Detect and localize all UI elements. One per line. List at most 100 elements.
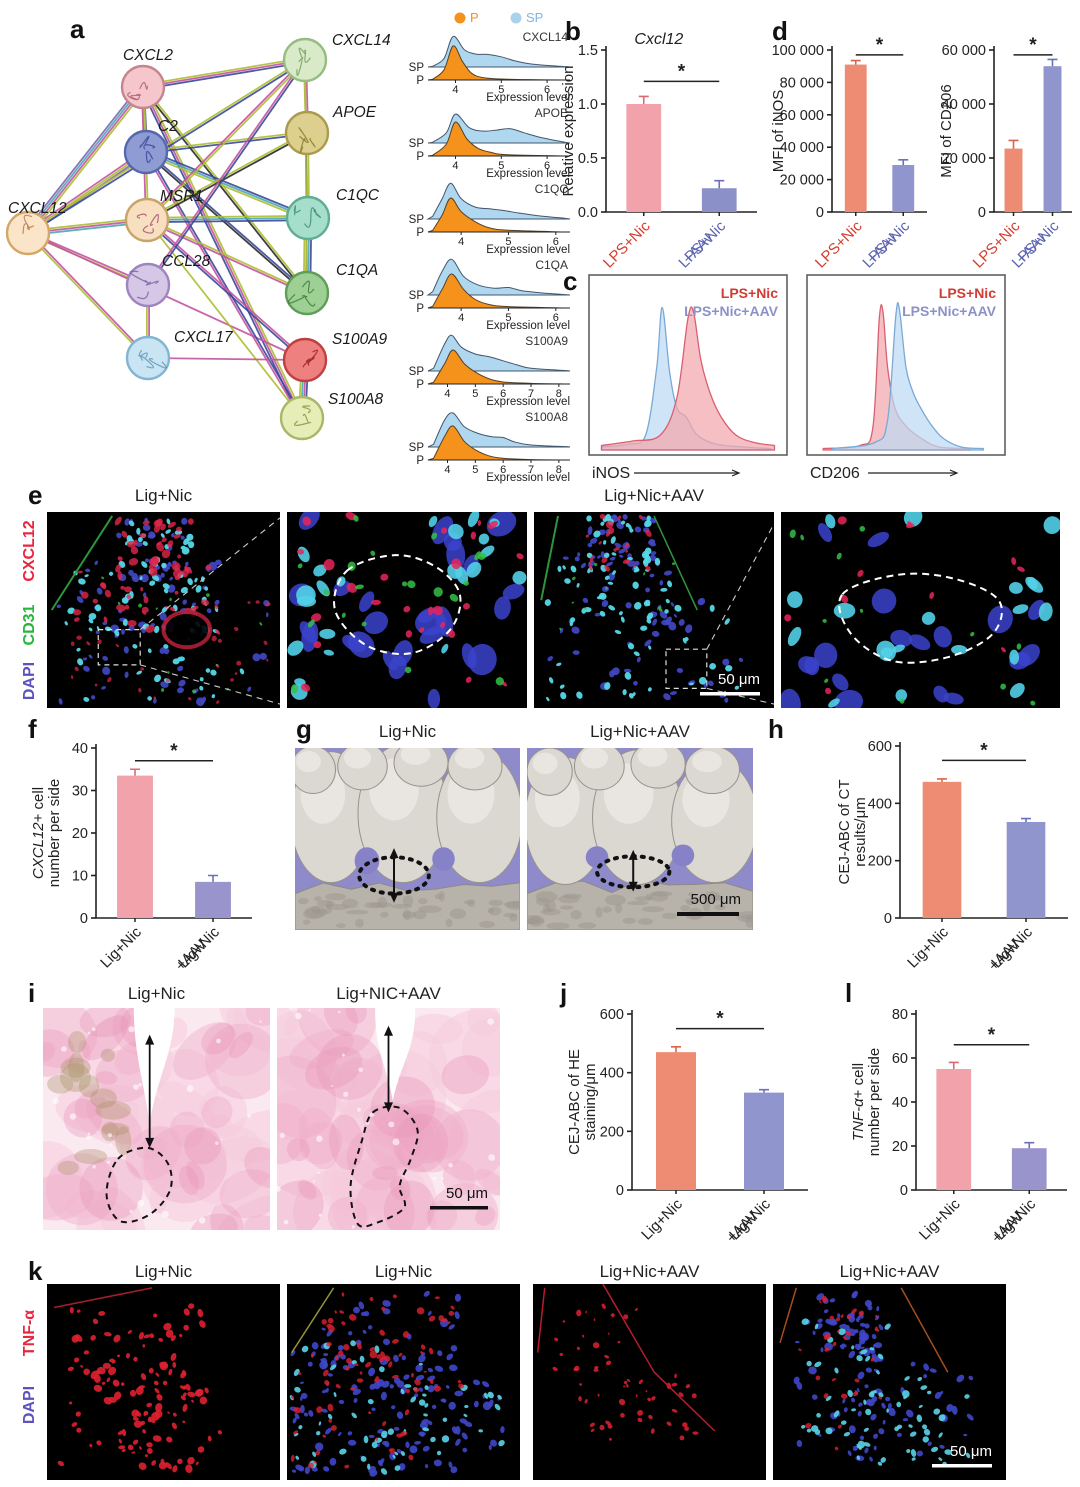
flow-histogram-inos: LPS+Nic LPS+Nic+AAV iNOS xyxy=(588,274,788,486)
fluorescence-image xyxy=(781,512,1060,708)
svg-text:LPS+Nic+AAV: LPS+Nic+AAV xyxy=(902,303,997,319)
svg-text:*: * xyxy=(876,35,884,56)
svg-text:40 000: 40 000 xyxy=(780,140,824,156)
svg-text:MFI of CD206: MFI of CD206 xyxy=(938,84,955,177)
svg-text:staining/μm: staining/μm xyxy=(582,1063,599,1140)
svg-text:SP: SP xyxy=(409,290,425,302)
svg-text:60 000: 60 000 xyxy=(780,108,824,124)
fluorescence-image xyxy=(47,1284,280,1480)
svg-text:CXCL14: CXCL14 xyxy=(332,32,391,49)
chart-mfi-inos: 0 20 000 40 000 60 000 80 000 100 000 LPS+Nic L… xyxy=(770,30,935,280)
svg-text:CCL28: CCL28 xyxy=(162,253,211,270)
panel-letter-b: b xyxy=(565,16,581,46)
svg-text:5: 5 xyxy=(505,312,511,324)
svg-text:30: 30 xyxy=(72,784,88,800)
svg-text:CXCL14: CXCL14 xyxy=(523,30,569,44)
svg-text:CXCL12+ cell: CXCL12+ cell xyxy=(30,787,47,879)
chart-tnf-cell-number: 0 20 40 60 80 Lig+Nic Lig+Nic +AAV * TNF-α+ cell n… xyxy=(850,994,1075,1258)
svg-text:P: P xyxy=(416,227,424,239)
svg-text:4: 4 xyxy=(452,160,458,172)
k-title-3: Lig+Nic+AAV xyxy=(599,1262,700,1281)
svg-text:6: 6 xyxy=(553,236,559,248)
svg-text:0.5: 0.5 xyxy=(578,151,598,167)
svg-text:Expression level: Expression level xyxy=(486,472,570,484)
svg-text:20 000: 20 000 xyxy=(942,151,986,167)
g-title-lig-nic: Lig+Nic xyxy=(378,722,437,741)
svg-text:*: * xyxy=(678,61,686,82)
svg-text:P: P xyxy=(416,379,424,391)
fluorescence-image xyxy=(287,512,527,708)
svg-text:S100A9: S100A9 xyxy=(332,331,388,348)
svg-text:0.0: 0.0 xyxy=(578,205,598,221)
fluorescence-image xyxy=(533,1284,766,1480)
svg-text:0: 0 xyxy=(900,1183,908,1199)
svg-text:4: 4 xyxy=(444,388,450,400)
svg-text:40 000: 40 000 xyxy=(942,97,986,113)
svg-text:CXCL2: CXCL2 xyxy=(123,47,173,64)
fluorescence-image: 50 μm xyxy=(773,1284,1006,1480)
svg-text:C2: C2 xyxy=(158,118,178,135)
svg-text:4: 4 xyxy=(444,464,450,476)
svg-text:20: 20 xyxy=(72,826,88,842)
svg-text:SP: SP xyxy=(526,10,543,25)
svg-text:0: 0 xyxy=(80,911,88,927)
svg-text:*: * xyxy=(1029,35,1037,56)
svg-text:LPS+Nic: LPS+Nic xyxy=(721,285,778,301)
svg-text:6: 6 xyxy=(544,84,550,96)
svg-text:S100A8: S100A8 xyxy=(328,391,384,408)
svg-text:80: 80 xyxy=(892,1007,908,1023)
svg-text:7: 7 xyxy=(528,464,534,476)
svg-text:Lig+Nic: Lig+Nic xyxy=(916,1195,964,1243)
svg-text:*: * xyxy=(716,1009,724,1030)
micro-ct-image xyxy=(295,748,520,930)
k-title-1: Lig+Nic xyxy=(134,1262,193,1281)
svg-text:600: 600 xyxy=(600,1007,624,1023)
svg-text:P: P xyxy=(416,455,424,467)
svg-text:MSR1: MSR1 xyxy=(160,188,203,205)
chart-mfi-cd206: 0 20 000 40 000 60 000 LPS+Nic LPS+Nic +AAv * MF… xyxy=(938,30,1080,280)
svg-text:4: 4 xyxy=(458,312,464,324)
fluorescence-image xyxy=(287,1284,520,1480)
svg-text:MFI of iNOS: MFI of iNOS xyxy=(770,90,787,173)
fluorescence-image: 50 μm xyxy=(534,512,774,708)
svg-text:6: 6 xyxy=(544,160,550,172)
svg-text:6: 6 xyxy=(500,464,506,476)
svg-text:*: * xyxy=(980,740,988,761)
k-channel-label-dapi: DAPI xyxy=(21,1385,38,1425)
svg-text:200: 200 xyxy=(600,1124,624,1140)
g-title-lig-nic-aav: Lig+Nic+AAV xyxy=(590,722,690,741)
svg-text:200: 200 xyxy=(868,854,892,870)
svg-text:40: 40 xyxy=(892,1095,908,1111)
svg-text:LPS+Nic: LPS+Nic xyxy=(939,285,996,301)
panel-letter-f: f xyxy=(28,714,37,744)
svg-text:400: 400 xyxy=(868,796,892,812)
svg-text:C1QC: C1QC xyxy=(336,187,380,204)
svg-text:P: P xyxy=(416,151,424,163)
ridge-column: P SP SP P 4 5 6 Expression level CXCL14 SP P 4 5 6 Exp… xyxy=(398,8,580,484)
k-title-4: Lig+Nic+AAV xyxy=(839,1262,940,1281)
ppi-network: CXCL2 CXCL14 APOE C2 MSR1 C1QC CXCL12 CCL28 C1QA… xyxy=(0,20,395,480)
svg-text:5: 5 xyxy=(505,236,511,248)
svg-text:Expression level: Expression level xyxy=(486,168,570,180)
svg-text:results/μm: results/μm xyxy=(852,797,869,867)
svg-text:SP: SP xyxy=(409,214,425,226)
svg-text:50 μm: 50 μm xyxy=(950,1443,992,1460)
panel-letter-d: d xyxy=(772,16,788,46)
e-title-lig-nic-aav: Lig+Nic+AAV xyxy=(604,486,704,505)
svg-text:P: P xyxy=(416,303,424,315)
svg-text:7: 7 xyxy=(528,388,534,400)
svg-text:60: 60 xyxy=(892,1051,908,1067)
svg-text:SP: SP xyxy=(409,62,425,74)
svg-text:20 000: 20 000 xyxy=(780,173,824,189)
svg-text:0: 0 xyxy=(978,205,986,221)
e-title-lig-nic: Lig+Nic xyxy=(134,486,193,505)
svg-text:10: 10 xyxy=(72,869,88,885)
svg-text:Lig+Nic: Lig+Nic xyxy=(97,923,145,971)
panel-letter-k: k xyxy=(28,1256,43,1286)
k-channel-label-tnf: TNF-α xyxy=(21,1309,38,1357)
svg-text:20: 20 xyxy=(892,1139,908,1155)
svg-text:C1QC: C1QC xyxy=(535,182,569,196)
svg-text:80 000: 80 000 xyxy=(780,75,824,91)
svg-text:50 μm: 50 μm xyxy=(718,671,760,688)
